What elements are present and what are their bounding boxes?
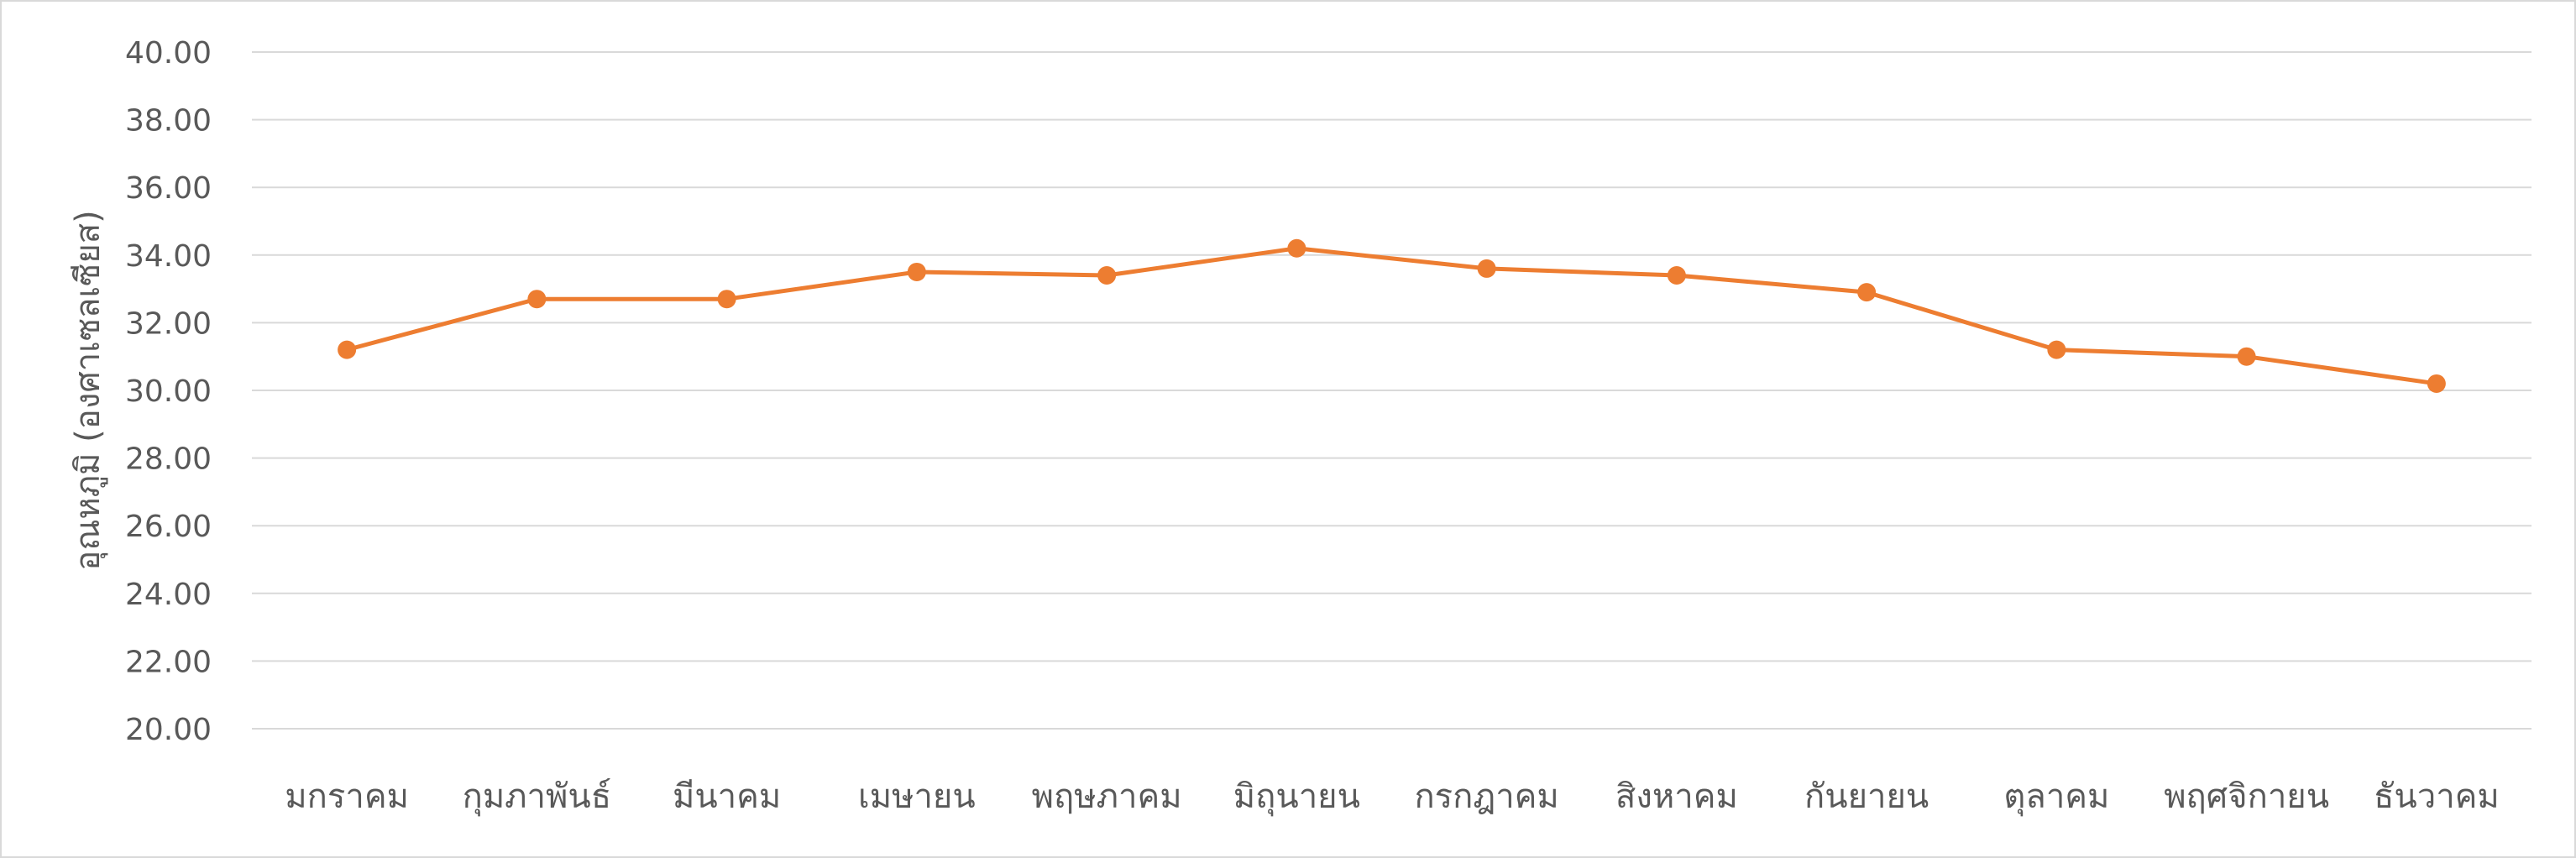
data-point <box>1857 283 1876 301</box>
data-point <box>527 290 546 308</box>
x-axis-categories: มกราคม กุมภาพันธ์ มีนาคม เมษายน พฤษภาคม มิถุน… <box>285 777 2499 817</box>
data-point <box>1097 266 1116 285</box>
data-point <box>1478 259 1496 278</box>
data-point <box>2427 374 2446 393</box>
data-point <box>908 263 926 281</box>
data-point <box>718 290 736 308</box>
y-tick-label: 22.00 <box>125 645 212 679</box>
y-tick-label: 26.00 <box>125 510 212 544</box>
data-point <box>2238 348 2256 366</box>
x-category-label: มิถุนายน <box>1233 777 1360 817</box>
x-category-label: มีนาคม <box>673 777 781 816</box>
y-axis-ticks: 20.00 22.00 24.00 26.00 28.00 30.00 32.00 34.00… <box>125 36 212 747</box>
y-tick-label: 36.00 <box>125 171 212 206</box>
data-point <box>1287 239 1306 258</box>
series-line-path <box>347 249 2437 384</box>
data-point <box>2047 341 2066 359</box>
y-tick-label: 28.00 <box>125 442 212 477</box>
x-category-label: ธันวาคม <box>2374 777 2500 816</box>
y-tick-label: 40.00 <box>125 36 212 71</box>
y-tick-label: 20.00 <box>125 713 212 747</box>
gridlines <box>252 52 2531 729</box>
y-axis-label: อุณหภูมิ (องศาเซลเซียส) <box>69 210 108 571</box>
y-tick-label: 30.00 <box>125 374 212 409</box>
data-point <box>1668 266 1686 285</box>
series-line <box>347 249 2437 384</box>
x-category-label: ตุลาคม <box>2003 777 2109 817</box>
x-category-label: กุมภาพันธ์ <box>463 777 612 817</box>
x-category-label: เมษายน <box>858 777 976 816</box>
x-category-label: มกราคม <box>285 777 409 816</box>
x-category-label: พฤษภาคม <box>1032 777 1182 816</box>
series-markers <box>338 239 2446 393</box>
x-category-label: กรกฎาคม <box>1414 777 1558 816</box>
data-point <box>338 341 356 359</box>
x-category-label: กันยายน <box>1804 777 1929 816</box>
x-category-label: สิงหาคม <box>1615 777 1738 816</box>
y-tick-label: 32.00 <box>125 306 212 341</box>
y-tick-label: 38.00 <box>125 104 212 139</box>
y-tick-label: 24.00 <box>125 578 212 612</box>
x-category-label: พฤศจิกายน <box>2164 777 2329 816</box>
y-tick-label: 34.00 <box>125 239 212 274</box>
